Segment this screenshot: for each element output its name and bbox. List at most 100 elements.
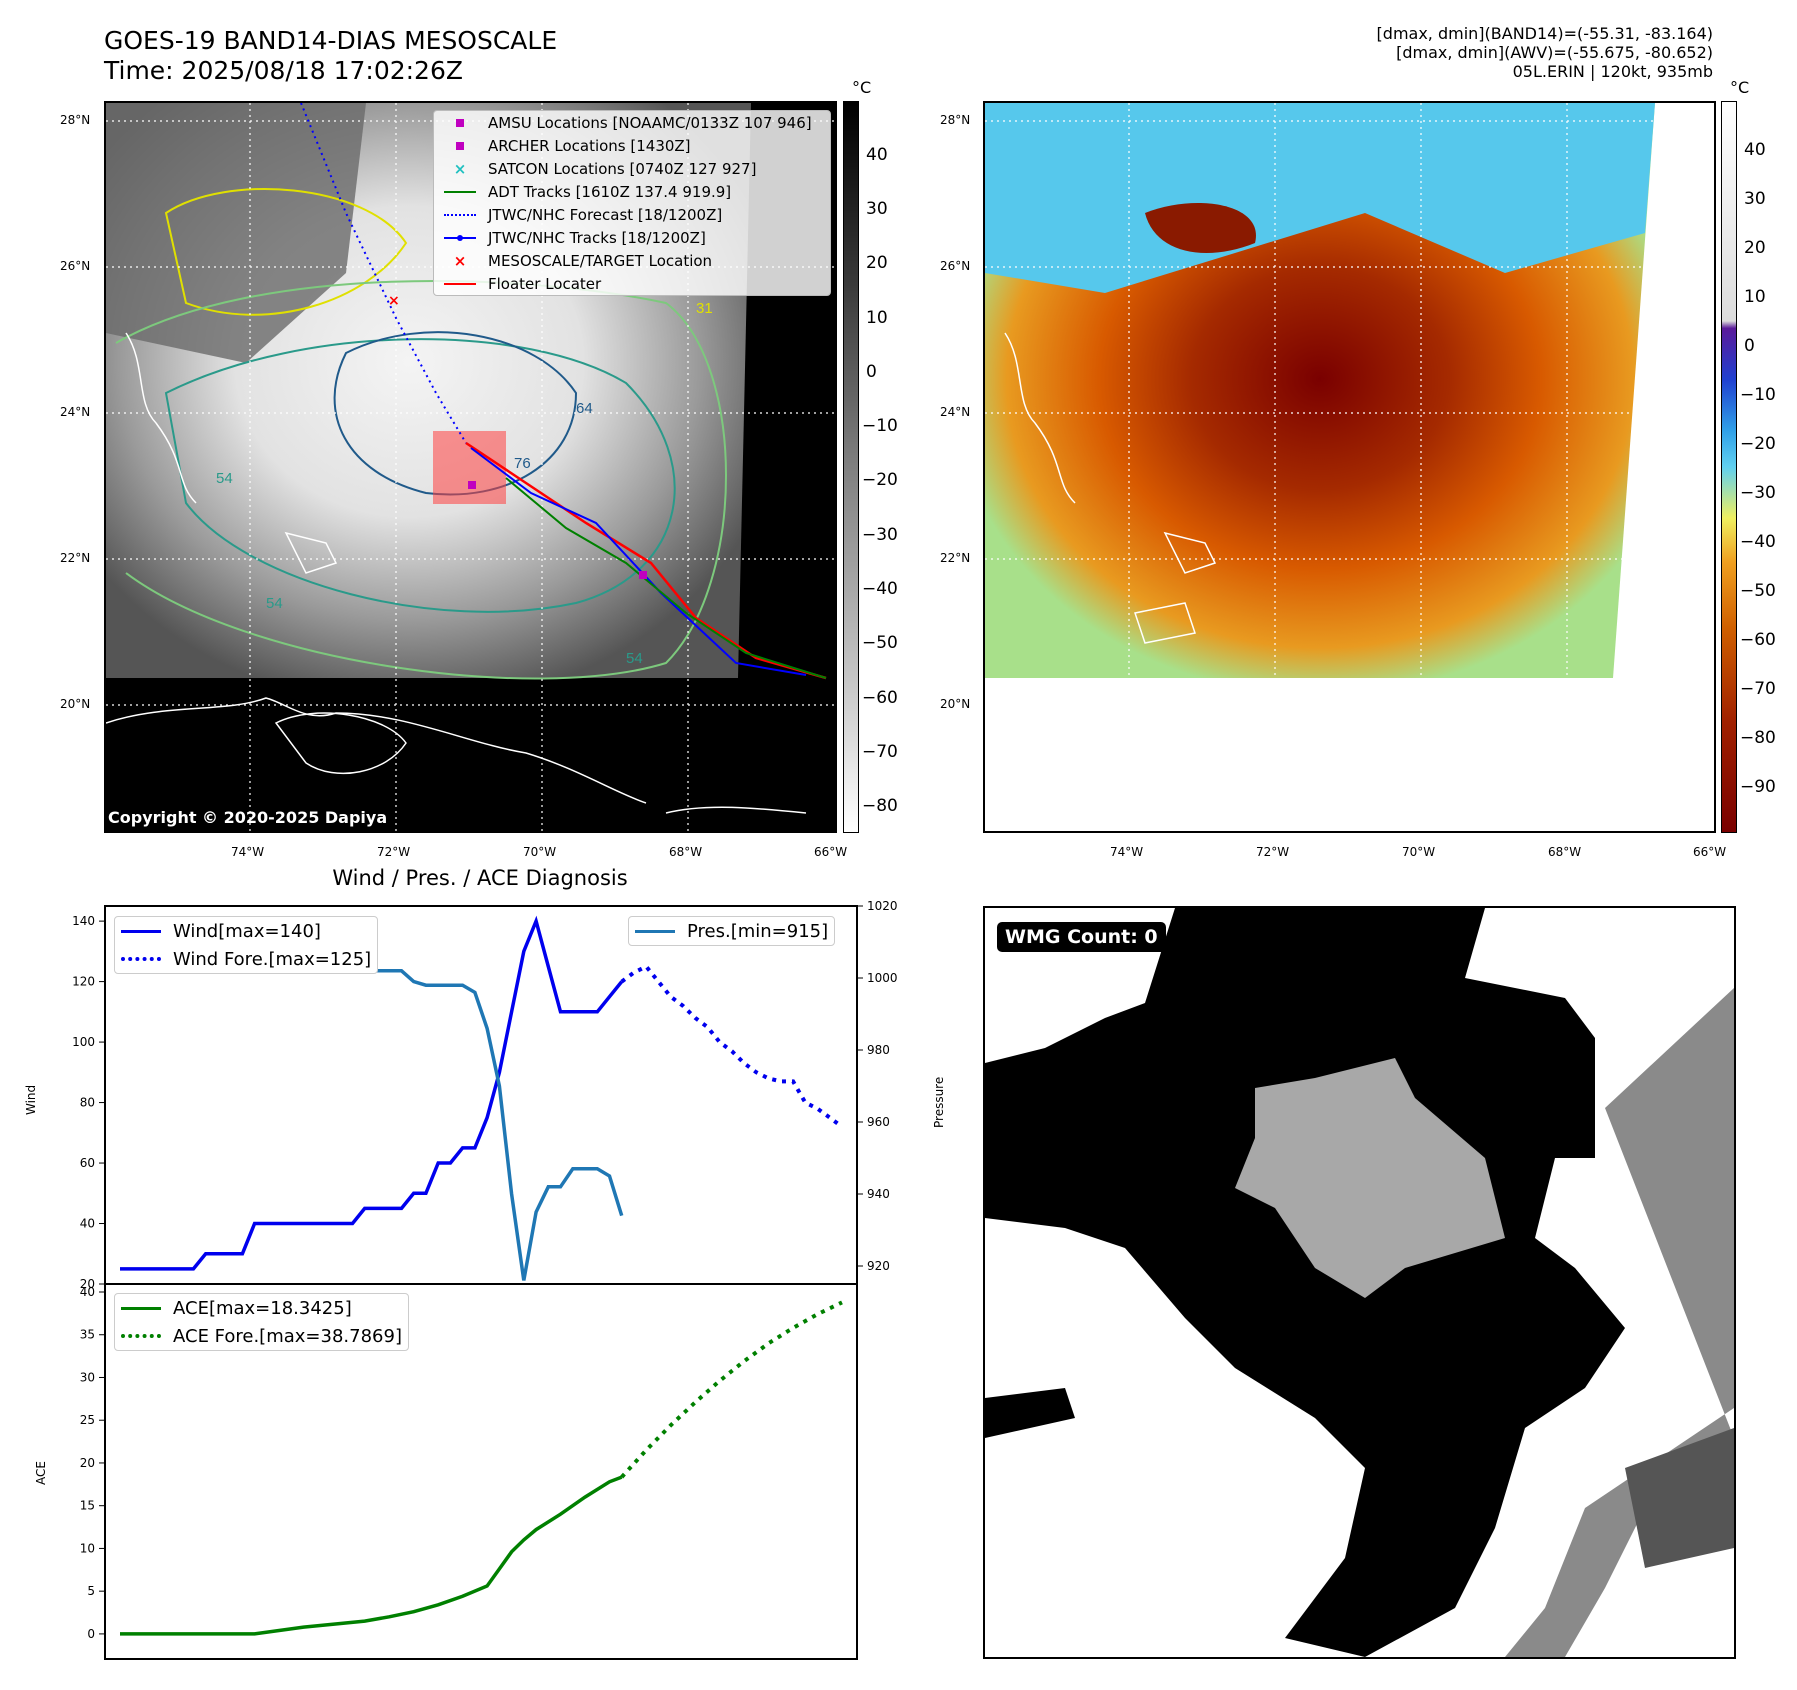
lon-label-68: 68°W — [669, 845, 703, 859]
legend-wind-fore: Wind Fore.[max=125] — [115, 945, 377, 973]
ace-tick-label: 0 — [87, 1627, 95, 1641]
wind-axis-label: Wind — [24, 1084, 38, 1115]
wind-tick-label: 100 — [72, 1035, 95, 1049]
lon-label-74: 74°W — [1110, 845, 1144, 859]
coastlines — [106, 332, 807, 814]
lon-label-72: 72°W — [1256, 845, 1290, 859]
ace-tick-label: 5 — [87, 1584, 95, 1598]
wmg-panel: WMG Count: 0 — [983, 906, 1736, 1659]
line-icon — [635, 924, 679, 938]
enh-cb-tick: −20 — [1740, 434, 1776, 454]
lon-label-70: 70°W — [1402, 845, 1436, 859]
enh-cb-tick: 30 — [1744, 189, 1766, 209]
lon-label-74: 74°W — [231, 845, 265, 859]
legend-floater: Floater Locater — [434, 272, 830, 295]
legend-forecast: JTWC/NHC Forecast [18/1200Z] — [434, 203, 830, 226]
enh-cb-tick: −30 — [1740, 483, 1776, 503]
lon-label-72: 72°W — [377, 845, 411, 859]
map-legend: AMSU Locations [NOAAMC/0133Z 107 946] AR… — [433, 110, 831, 296]
line-icon — [440, 185, 480, 199]
ace-tick-label: 10 — [80, 1541, 95, 1555]
lat-label-24: 24°N — [60, 405, 91, 419]
ace-forecast-line — [620, 1300, 843, 1479]
ir-cb-tick: 40 — [866, 145, 888, 165]
chart-frame — [104, 905, 858, 1660]
ir-cb-tick: −50 — [862, 633, 898, 653]
enh-cb-tick: −10 — [1740, 385, 1776, 405]
title-line-time: Time: 2025/08/18 17:02:26Z — [104, 56, 463, 85]
enhanced-coastlines — [1004, 332, 1217, 644]
enh-cb-tick: −80 — [1740, 728, 1776, 748]
lat-label-26: 26°N — [60, 259, 91, 273]
ace-series-line — [120, 1475, 623, 1636]
svg-text:54: 54 — [216, 470, 233, 487]
legend-archer: ARCHER Locations [1430Z] — [434, 134, 830, 157]
dotted-line-icon — [121, 1329, 165, 1343]
lon-label-66: 66°W — [1693, 845, 1727, 859]
lat-label-22: 22°N — [60, 551, 91, 565]
ir-cb-tick: −10 — [862, 416, 898, 436]
enh-cb-tick: 0 — [1744, 336, 1755, 356]
wind-series-line — [120, 915, 624, 1271]
diagnosis-title: Wind / Pres. / ACE Diagnosis — [332, 866, 628, 890]
dry-region — [106, 103, 366, 363]
wmg-grid — [985, 908, 1734, 1657]
lat-label-22: 22°N — [940, 551, 971, 565]
svg-text:54: 54 — [266, 595, 283, 612]
pressure-tick-label: 1020 — [867, 899, 898, 913]
pressure-series-line — [120, 922, 624, 1281]
ir-map-panel: × 54 64 76 54 54 31 Copyright © 2020-202… — [104, 101, 837, 833]
wind-tick-label: 60 — [80, 1156, 95, 1170]
wmg-count-badge: WMG Count: 0 — [997, 922, 1166, 952]
legend-ace: ACE[max=18.3425] — [115, 1294, 408, 1322]
wmg-dark-gray — [1625, 1428, 1734, 1568]
contour-labels: 54 64 76 54 54 31 — [216, 300, 713, 667]
legend-ace-fore: ACE Fore.[max=38.7869] — [115, 1322, 408, 1350]
ir-cb-tick: −60 — [862, 688, 898, 708]
wmg-black-patch — [985, 1388, 1075, 1438]
legend-tracks: JTWC/NHC Tracks [18/1200Z] — [434, 226, 830, 249]
ir-cb-tick: 0 — [866, 362, 877, 382]
floater-track — [465, 441, 827, 680]
svg-text:31: 31 — [696, 300, 713, 317]
ace-tick-label: 40 — [80, 1285, 95, 1299]
lon-label-66: 66°W — [814, 845, 848, 859]
contour-teal — [164, 338, 676, 613]
cold-cloud-cluster — [1145, 203, 1256, 253]
info-band14-range: [dmax, dmin](BAND14)=(-55.31, -83.164) — [1376, 24, 1713, 43]
dotted-line-icon — [121, 952, 165, 966]
title-line-product: GOES-19 BAND14-DIAS MESOSCALE — [104, 26, 558, 55]
enh-cb-tick: 10 — [1744, 287, 1766, 307]
pressure-legend: Pres.[min=915] — [628, 916, 836, 946]
line-icon — [440, 277, 480, 291]
ir-cb-tick: 10 — [866, 308, 888, 328]
legend-amsu: AMSU Locations [NOAAMC/0133Z 107 946] — [434, 111, 830, 134]
enh-cb-tick: 20 — [1744, 238, 1766, 258]
storm-info: [dmax, dmin](BAND14)=(-55.31, -83.164) [… — [1377, 24, 1713, 81]
legend-adt: ADT Tracks [1610Z 137.4 919.9] — [434, 180, 830, 203]
lat-label-20: 20°N — [60, 697, 91, 711]
ir-cb-tick: −80 — [862, 796, 898, 816]
amsu-marker — [468, 481, 476, 489]
wmg-gray-band — [1505, 988, 1734, 1657]
ace-tick-label: 20 — [80, 1456, 95, 1470]
svg-text:64: 64 — [576, 400, 593, 417]
ace-tick-label: 35 — [80, 1328, 95, 1342]
square-marker-icon — [440, 139, 480, 153]
pressure-tick-label: 980 — [867, 1043, 890, 1057]
x-marker-icon: × — [453, 159, 467, 178]
lon-label-70: 70°W — [523, 845, 557, 859]
figure-title: GOES-19 BAND14-DIAS MESOSCALE Time: 2025… — [104, 26, 557, 86]
archer-marker — [639, 571, 647, 579]
ir-colorbar-unit: °C — [852, 78, 872, 97]
square-marker-icon — [440, 116, 480, 130]
contour-blue — [333, 331, 578, 496]
pressure-tick-label: 1000 — [867, 971, 898, 985]
ir-cb-tick: −70 — [862, 742, 898, 762]
ace-axis-label: ACE — [34, 1461, 48, 1485]
ir-cb-tick: −20 — [862, 470, 898, 490]
copyright-text: Copyright © 2020-2025 Dapiya — [108, 808, 388, 827]
ir-colorbar — [843, 101, 859, 833]
wind-forecast-line — [620, 964, 844, 1129]
wind-tick-label: 120 — [72, 975, 95, 989]
